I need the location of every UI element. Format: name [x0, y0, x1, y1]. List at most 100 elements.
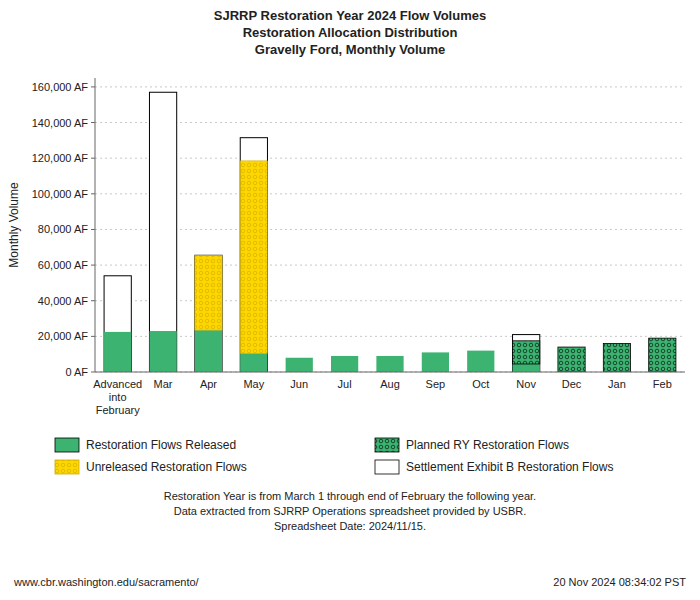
bar	[331, 355, 358, 356]
bar	[422, 352, 449, 353]
title: SJRRP Restoration Year 2024 Flow Volumes…	[214, 8, 486, 57]
series	[104, 330, 540, 372]
bar-outline	[240, 138, 267, 372]
bar	[149, 331, 176, 332]
bar	[331, 356, 358, 372]
bar	[149, 331, 176, 372]
legend-swatch	[55, 460, 79, 474]
y-tick-label: 140,000 AF	[32, 117, 89, 129]
annotation: Restoration Year is from March 1 through…	[164, 490, 536, 502]
bar	[467, 351, 494, 372]
annotation: 20 Nov 2024 08:34:02 PST	[553, 576, 686, 588]
y-axis-line	[95, 78, 96, 372]
bar-outline	[195, 255, 222, 372]
bar	[240, 160, 267, 161]
y-tick	[91, 336, 95, 337]
bar	[376, 356, 403, 372]
y-tick-label: 40,000 AF	[38, 295, 88, 307]
x-tick-label: Sep	[426, 378, 446, 390]
legend-label: Restoration Flows Released	[86, 438, 236, 452]
grid-line	[95, 265, 685, 266]
bar	[240, 161, 267, 353]
bar	[513, 341, 540, 364]
series	[195, 161, 268, 353]
x-tick-label: Nov	[516, 378, 536, 390]
legend-label: Unreleased Restoration Flows	[86, 460, 247, 474]
grid-line	[95, 336, 685, 337]
bar	[195, 255, 222, 256]
x-tick-label: Jan	[608, 378, 626, 390]
bar	[195, 255, 222, 330]
bar-outline	[104, 276, 131, 372]
annotation: Spreadsheet Date: 2024/11/15.	[274, 520, 426, 532]
grid-line	[95, 300, 685, 301]
grid-line	[95, 372, 685, 373]
y-tick-label: 0 AF	[65, 366, 88, 378]
annotation: Data extracted from SJRRP Operations spr…	[174, 505, 527, 517]
x-tick-label: Feb	[653, 378, 672, 390]
y-tick	[91, 122, 95, 123]
bar	[422, 352, 449, 353]
bar-outline	[513, 335, 540, 372]
bar	[104, 331, 131, 332]
x-tick-label: Oct	[472, 378, 489, 390]
bar	[649, 338, 676, 372]
y-tick	[91, 265, 95, 266]
bar	[376, 355, 403, 356]
bars	[104, 92, 676, 372]
x-axis-line	[95, 372, 685, 373]
y-tick	[91, 372, 95, 373]
grid-line	[95, 158, 685, 159]
bar	[104, 332, 131, 372]
bar-outline	[149, 92, 176, 372]
x-tick-label: Mar	[154, 378, 173, 390]
legend-label: Settlement Exhibit B Restoration Flows	[406, 460, 613, 474]
bar	[104, 331, 131, 332]
bar	[467, 350, 494, 351]
bar	[286, 357, 313, 358]
y-ticks: 0 AF 20,000 AF 40,000 AF 60,000 AF 80,000 AF…	[32, 81, 95, 378]
y-tick-label: 20,000 AF	[38, 330, 88, 342]
legend-swatch	[55, 438, 79, 452]
x-tick-label: Aug	[380, 378, 400, 390]
x-tick-label: Jul	[338, 378, 352, 390]
annotations: Restoration Year is from March 1 through…	[13, 490, 686, 588]
series	[513, 338, 676, 372]
bar	[331, 355, 358, 356]
bar	[149, 331, 176, 332]
y-tick-label: 80,000 AF	[38, 223, 88, 235]
x-tick-label: Dec	[562, 378, 582, 390]
x-ticks: AdvancedintoFebruary Mar Apr May Jun Jul Aug Se…	[93, 378, 672, 416]
bar	[286, 357, 313, 358]
y-tick	[91, 193, 95, 194]
y-tick	[91, 158, 95, 159]
bar	[376, 355, 403, 356]
x-tick-label: AdvancedintoFebruary	[93, 378, 142, 416]
legend: Restoration Flows Released Unreleased Res…	[55, 438, 613, 474]
grid-line	[95, 122, 685, 123]
legend-swatch	[375, 438, 399, 452]
bar	[603, 343, 630, 372]
bar	[467, 350, 494, 351]
x-tick-label: Apr	[200, 378, 217, 390]
x-tick-label: Jun	[290, 378, 308, 390]
y-tick-label: 120,000 AF	[32, 152, 89, 164]
y-tick-label: 60,000 AF	[38, 259, 88, 271]
x-tick-label: May	[243, 378, 264, 390]
bar	[422, 352, 449, 372]
y-tick	[91, 229, 95, 230]
annotation: www.cbr.washington.edu/sacramento/	[13, 576, 200, 588]
bar	[240, 353, 267, 372]
chart: SJRRP Restoration Year 2024 Flow Volumes…	[0, 0, 700, 600]
y-axis-label: Monthly Volume	[7, 182, 21, 268]
bar	[286, 358, 313, 372]
y-tick	[91, 86, 95, 87]
y-tick-label: 100,000 AF	[32, 188, 89, 200]
bar	[195, 330, 222, 372]
y-tick-label: 160,000 AF	[32, 81, 89, 93]
y-grid	[95, 87, 685, 372]
bar	[558, 347, 585, 372]
grid-line	[95, 86, 685, 87]
grid-line	[95, 193, 685, 194]
grid-line	[95, 229, 685, 230]
